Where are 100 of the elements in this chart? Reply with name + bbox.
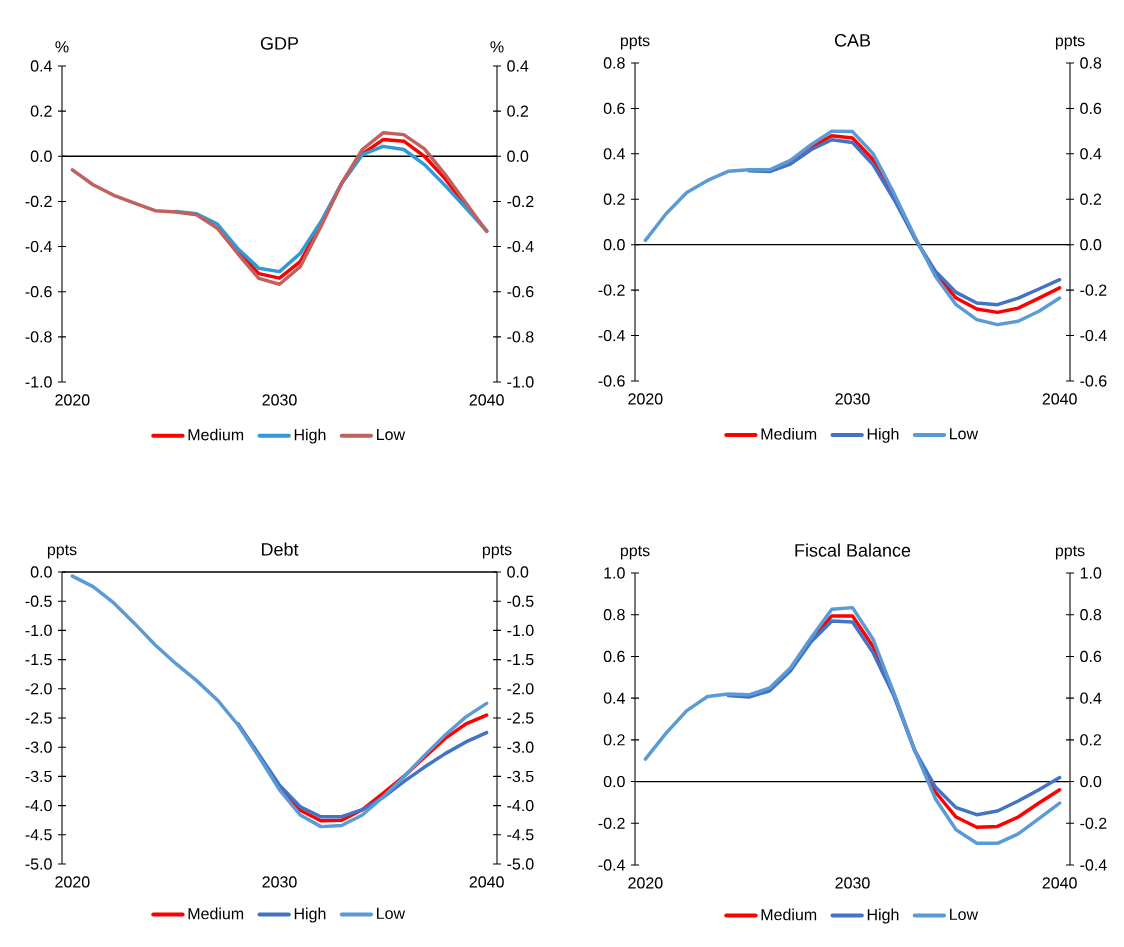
y-tick-label: 1.0: [604, 567, 625, 579]
x-tick-label: 2020: [628, 393, 663, 405]
legend-label: Low: [377, 428, 406, 441]
x-tick-label: 2020: [628, 877, 663, 889]
y-tick-label: -4.5: [25, 829, 52, 841]
y2-tick-label: 0.0: [1080, 239, 1102, 251]
y-tick-label: 0.4: [603, 692, 625, 704]
y2-tick-label: 0.4: [1080, 692, 1102, 704]
y-tick-label: -3.5: [25, 770, 52, 783]
y-tick-label: 0.8: [603, 609, 625, 621]
y-tick-label: -0.4: [25, 240, 52, 253]
legend-label: High: [294, 907, 326, 923]
x-tick-label: 2020: [55, 876, 90, 888]
y2-tick-label: -0.2: [1080, 284, 1107, 296]
y-tick-label: -4.0: [25, 799, 52, 812]
y2-tick-label: -0.8: [507, 331, 534, 343]
y-tick-label: -5.0: [25, 858, 52, 870]
y2-tick-label: -2.5: [507, 712, 534, 724]
y2-tick-label: -0.4: [507, 240, 534, 253]
y2-tick-label: -3.5: [507, 770, 534, 783]
y-tick-label: 0.2: [30, 105, 52, 117]
y2-axis-title: ppts: [1055, 545, 1085, 560]
y2-tick-label: -4.5: [507, 829, 534, 841]
y2-tick-label: 0.2: [1080, 193, 1102, 205]
x-tick-label: 2030: [262, 876, 297, 888]
y2-tick-label: -1.5: [507, 654, 534, 666]
y-tick-label: 0.6: [603, 650, 625, 663]
y-tick-label: 0.2: [603, 734, 625, 746]
y-tick-label: 0.4: [603, 148, 625, 160]
x-tick-label: 2030: [262, 394, 297, 406]
x-tick-label: 2030: [835, 393, 870, 405]
y-tick-label: 0.0: [30, 150, 52, 162]
y2-axis-title: %: [490, 41, 504, 53]
y-tick-label: -2.5: [25, 712, 52, 724]
y2-tick-label: -0.6: [507, 286, 534, 298]
y-tick-label: 0.2: [603, 193, 625, 205]
chart-title: Debt: [261, 542, 299, 556]
y-tick-label: -0.2: [598, 284, 625, 296]
y-tick-label: -1.0: [25, 624, 52, 637]
y-tick-label: 0.4: [30, 60, 52, 72]
y2-tick-label: 0.0: [507, 566, 529, 578]
y2-tick-label: 0.4: [507, 60, 529, 72]
x-tick-label: 2030: [835, 877, 870, 889]
y-tick-label: 0.6: [603, 102, 625, 115]
y2-tick-label: -0.4: [1080, 329, 1107, 342]
y2-axis-title: ppts: [482, 544, 512, 559]
y-tick-label: -0.4: [598, 859, 625, 871]
x-tick-label: 2040: [469, 876, 504, 888]
y-axis-title: ppts: [620, 545, 650, 560]
y-tick-label: -0.2: [598, 817, 625, 829]
x-tick-label: 2040: [469, 394, 504, 406]
y2-tick-label: -0.4: [1080, 859, 1107, 871]
x-tick-label: 2020: [55, 394, 90, 406]
x-tick-label: 2040: [1042, 877, 1077, 889]
y2-tick-label: 0.2: [1080, 734, 1102, 746]
y2-tick-label: -0.2: [507, 195, 534, 208]
line-series: [70, 574, 489, 829]
y-tick-label: -2.0: [25, 683, 52, 695]
y-tick-label: -0.8: [25, 331, 52, 343]
legend-label: Low: [377, 907, 406, 920]
y-tick-label: 0.8: [603, 57, 625, 69]
line-series: [643, 605, 1062, 846]
y-tick-label: 0.0: [603, 775, 625, 788]
y2-tick-label: -0.5: [507, 595, 534, 607]
x-tick-label: 2040: [1042, 393, 1077, 405]
y-tick-label: -0.4: [598, 329, 625, 342]
y2-tick-label: -2.0: [507, 683, 534, 695]
y2-tick-label: -0.6: [1080, 375, 1107, 387]
y-axis-title: ppts: [47, 544, 77, 559]
y2-tick-label: 0.2: [507, 105, 529, 117]
legend-label: Low: [950, 428, 979, 440]
y2-tick-label: -4.0: [507, 799, 534, 812]
y2-tick-label: 0.6: [1080, 650, 1102, 663]
y-tick-label: -0.6: [598, 375, 625, 387]
legend-label: Medium: [761, 908, 817, 921]
legend-label: Medium: [761, 427, 817, 440]
legend-label: High: [867, 908, 899, 924]
y-axis-title: ppts: [620, 35, 650, 50]
chart-title: Fiscal Balance: [795, 543, 911, 557]
legend-label: High: [867, 427, 899, 443]
y2-tick-label: -3.0: [507, 741, 534, 753]
y-tick-label: -1.5: [25, 654, 52, 666]
y-tick-label: -3.0: [25, 741, 52, 753]
legend-label: Medium: [188, 428, 244, 441]
y-tick-label: 0.0: [30, 566, 52, 578]
chart-title: GDP: [260, 36, 299, 50]
y2-tick-label: 0.8: [1080, 57, 1102, 69]
line-series: [70, 131, 489, 286]
y2-tick-label: 1.0: [1080, 567, 1102, 579]
y2-tick-label: -1.0: [507, 376, 534, 388]
legend-label: High: [294, 428, 326, 444]
y-tick-label: -0.2: [25, 195, 52, 208]
y2-tick-label: 0.0: [1080, 775, 1102, 788]
y2-tick-label: 0.4: [1080, 148, 1102, 160]
legend-label: Medium: [188, 907, 244, 920]
y2-tick-label: -5.0: [507, 858, 534, 870]
y-tick-label: 0.0: [603, 239, 625, 251]
y-axis-title: %: [55, 41, 69, 53]
y-tick-label: -1.0: [25, 376, 52, 388]
y2-tick-label: -1.0: [507, 624, 534, 637]
